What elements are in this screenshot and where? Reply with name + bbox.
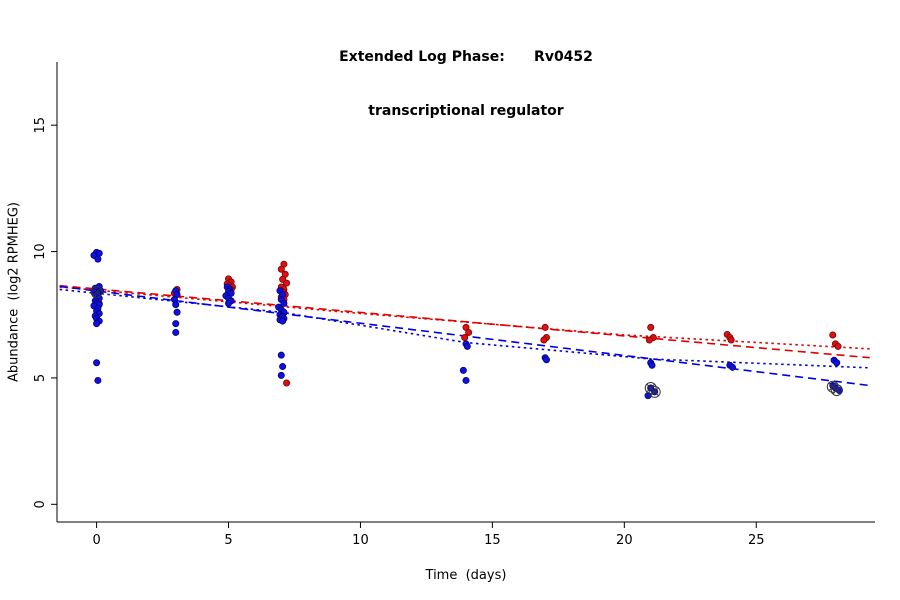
blue-series-point — [279, 363, 287, 371]
flagged-point-circle — [648, 385, 661, 398]
blue-series-point — [173, 308, 181, 316]
red-series-point — [829, 331, 837, 339]
red-series-point — [283, 379, 291, 387]
red-series-point — [645, 336, 653, 344]
red-series-point — [277, 265, 285, 273]
red-series-point — [834, 342, 842, 350]
flagged-point-circle — [830, 384, 843, 397]
x-tick-label: 0 — [92, 533, 100, 548]
blue-series-point — [729, 363, 737, 371]
x-tick-label: 25 — [748, 533, 765, 548]
blue-series-point — [94, 255, 102, 263]
blue-series-point — [463, 342, 471, 350]
red-series-point — [541, 323, 549, 331]
flagged-point-circle — [90, 286, 103, 298]
chart-title-line1: Extended Log Phase: Rv0452 — [339, 49, 593, 65]
blue-series-point — [93, 359, 101, 367]
blue-series-point — [277, 351, 285, 359]
flagged-point-circle — [644, 382, 657, 395]
red-series-point — [465, 328, 473, 336]
x-tick-label: 20 — [616, 533, 633, 548]
blue-series-point — [94, 376, 102, 384]
red-series-point — [461, 333, 469, 341]
x-axis-label: Time (days) — [425, 568, 507, 583]
y-tick-label: 0 — [33, 500, 48, 508]
blue-series-point — [280, 299, 288, 307]
red-series-point — [283, 279, 291, 287]
x-tick-label: 15 — [484, 533, 501, 548]
flagged-point-x — [832, 385, 841, 395]
trend-line-red-dashed-fit — [59, 284, 870, 359]
red-series-point — [727, 336, 735, 344]
flagged-point-x — [92, 287, 101, 297]
blue-series-point — [462, 376, 470, 384]
chart-title-line2: transcriptional regulator — [368, 103, 564, 119]
y-axis-label: Abundance (log2 RPMHEG) — [6, 201, 22, 383]
blue-series-point — [225, 299, 233, 307]
blue-series-point — [172, 328, 180, 336]
blue-series-point — [172, 301, 180, 309]
x-tick-label: 10 — [352, 533, 369, 548]
blue-series-point — [833, 359, 841, 367]
y-tick-label: 5 — [33, 374, 48, 382]
blue-series-point — [648, 361, 656, 369]
blue-series-point — [459, 366, 467, 374]
blue-series-point — [277, 371, 285, 379]
flagged-point-x — [650, 387, 659, 397]
blue-series-point — [542, 356, 550, 364]
chart-title: Extended Log Phase: Rv0452 transcription… — [57, 12, 875, 156]
y-tick-label: 10 — [33, 243, 48, 260]
blue-series-point — [172, 320, 180, 328]
red-series-point — [540, 336, 548, 344]
blue-series-point — [279, 317, 287, 325]
trend-line-red-dotted-fit — [59, 286, 870, 350]
x-tick-label: 5 — [224, 533, 232, 548]
y-tick-label: 15 — [33, 117, 48, 134]
red-series-point — [647, 323, 655, 331]
blue-series-point — [93, 320, 101, 328]
flagged-point-circle — [826, 380, 839, 393]
